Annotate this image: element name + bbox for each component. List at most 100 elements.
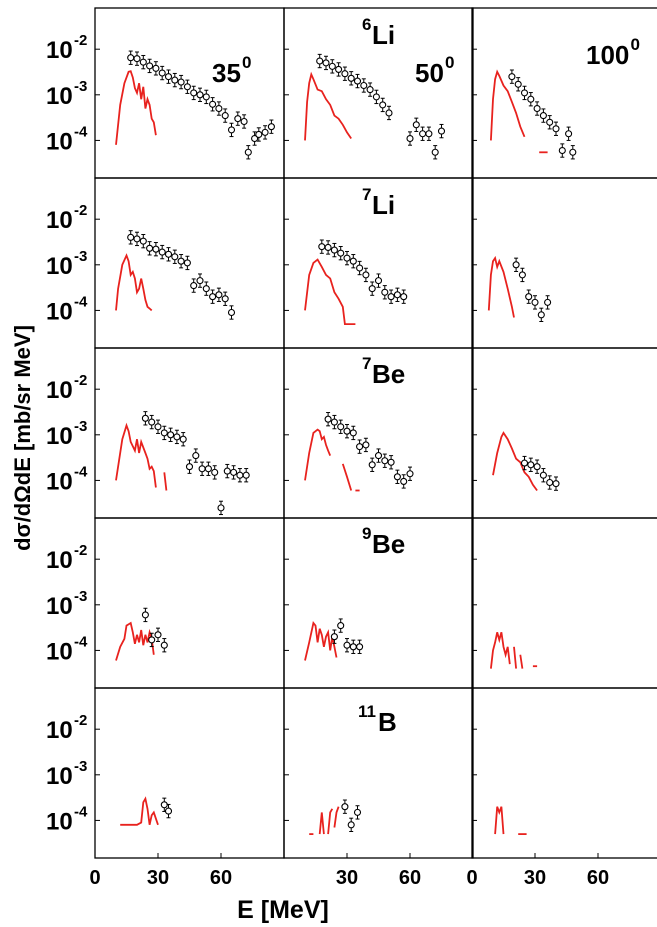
data-point bbox=[558, 146, 566, 155]
data-point bbox=[362, 271, 370, 279]
data-point bbox=[539, 112, 547, 120]
y-tick-label: 10 bbox=[46, 253, 73, 280]
data-point bbox=[158, 248, 166, 256]
series-r1-c1 bbox=[304, 239, 408, 326]
data-point bbox=[192, 452, 200, 460]
data-point bbox=[565, 130, 573, 138]
calc-curve bbox=[115, 621, 155, 661]
y-tick-exponent: -4 bbox=[74, 123, 88, 140]
data-point bbox=[221, 112, 229, 120]
data-point bbox=[512, 261, 520, 269]
x-tick-label: 0 bbox=[89, 867, 100, 889]
calc-curve bbox=[519, 654, 524, 669]
data-point bbox=[349, 643, 357, 651]
data-point bbox=[330, 633, 338, 641]
calc-curve bbox=[490, 69, 526, 141]
data-point bbox=[353, 808, 362, 816]
y-tick-exponent: -3 bbox=[74, 758, 87, 775]
calc-curve bbox=[304, 71, 352, 141]
data-point bbox=[154, 631, 162, 639]
data-point bbox=[177, 78, 185, 86]
x-axis-title: E [MeV] bbox=[237, 896, 329, 924]
data-point bbox=[343, 641, 351, 649]
series-r3-c1 bbox=[304, 618, 364, 661]
data-point bbox=[204, 465, 212, 473]
data-point bbox=[406, 134, 414, 143]
data-point bbox=[316, 57, 324, 65]
data-point bbox=[508, 73, 516, 81]
data-point bbox=[261, 128, 269, 136]
angle-degree: 0 bbox=[242, 53, 251, 72]
data-point bbox=[171, 76, 179, 84]
data-point bbox=[179, 435, 187, 443]
data-point bbox=[539, 471, 547, 479]
x-axis-ticks: 0 30 60 30 60 0 30 60 bbox=[89, 853, 609, 889]
data-point bbox=[190, 89, 198, 97]
y-tick-exponent: -3 bbox=[74, 588, 87, 605]
data-point bbox=[127, 54, 135, 62]
series-r3-c0 bbox=[115, 607, 168, 661]
data-point bbox=[374, 277, 383, 285]
panel-r3-c0 bbox=[94, 517, 285, 689]
x-tick-label: 30 bbox=[524, 867, 546, 889]
data-point bbox=[569, 148, 577, 156]
data-point bbox=[164, 250, 173, 258]
data-point bbox=[353, 77, 362, 85]
y-tick-label: 10 bbox=[46, 423, 73, 450]
data-point bbox=[527, 95, 535, 103]
data-point bbox=[337, 622, 345, 630]
panel-frame bbox=[94, 687, 285, 859]
series-r0-c0 bbox=[115, 50, 275, 160]
data-point bbox=[141, 414, 149, 422]
data-point bbox=[527, 461, 535, 469]
data-point bbox=[393, 291, 401, 299]
y-tick-exponent: -4 bbox=[74, 633, 88, 650]
data-point bbox=[400, 293, 408, 301]
angle-degree: 0 bbox=[445, 53, 454, 72]
calc-curve bbox=[115, 253, 153, 312]
isotope-element: Be bbox=[372, 529, 405, 559]
data-point bbox=[322, 59, 330, 67]
data-point bbox=[251, 134, 259, 143]
data-point bbox=[406, 470, 414, 478]
series-r4-c1 bbox=[309, 799, 362, 835]
data-point bbox=[349, 429, 357, 437]
data-point bbox=[419, 130, 427, 138]
data-point bbox=[234, 115, 242, 123]
panel-frame bbox=[94, 517, 285, 689]
data-point bbox=[356, 443, 364, 451]
data-point bbox=[337, 423, 345, 431]
x-tick-label: 60 bbox=[210, 867, 232, 889]
calc-curve bbox=[490, 632, 511, 669]
panel-r3-c2 bbox=[471, 517, 657, 689]
calc-curve bbox=[120, 796, 159, 826]
data-point bbox=[520, 89, 529, 97]
y-tick-label: 10 bbox=[46, 593, 73, 620]
y-tick-label: 10 bbox=[46, 808, 73, 835]
data-point bbox=[343, 254, 351, 262]
calc-curve bbox=[115, 70, 157, 145]
angle-label: 50 bbox=[415, 58, 444, 88]
data-point bbox=[183, 259, 191, 267]
y-tick-label: 10 bbox=[46, 298, 73, 325]
data-point bbox=[164, 73, 173, 81]
calc-curve bbox=[304, 620, 338, 661]
data-point bbox=[341, 803, 349, 811]
panel-frame bbox=[283, 687, 474, 859]
data-point bbox=[552, 125, 560, 133]
data-point bbox=[148, 636, 156, 644]
calc-curve bbox=[163, 472, 168, 491]
data-point bbox=[328, 62, 336, 70]
x-tick-label: 60 bbox=[399, 867, 421, 889]
data-point bbox=[379, 101, 387, 109]
data-point bbox=[360, 81, 368, 90]
data-point bbox=[133, 55, 141, 63]
data-point bbox=[372, 93, 380, 101]
series-r3-c2 bbox=[490, 632, 538, 669]
series-r2-c1 bbox=[304, 412, 414, 492]
data-point bbox=[227, 126, 236, 134]
data-point bbox=[324, 243, 332, 252]
calc-curve bbox=[333, 806, 340, 828]
data-point bbox=[242, 471, 250, 479]
data-point bbox=[514, 80, 522, 88]
